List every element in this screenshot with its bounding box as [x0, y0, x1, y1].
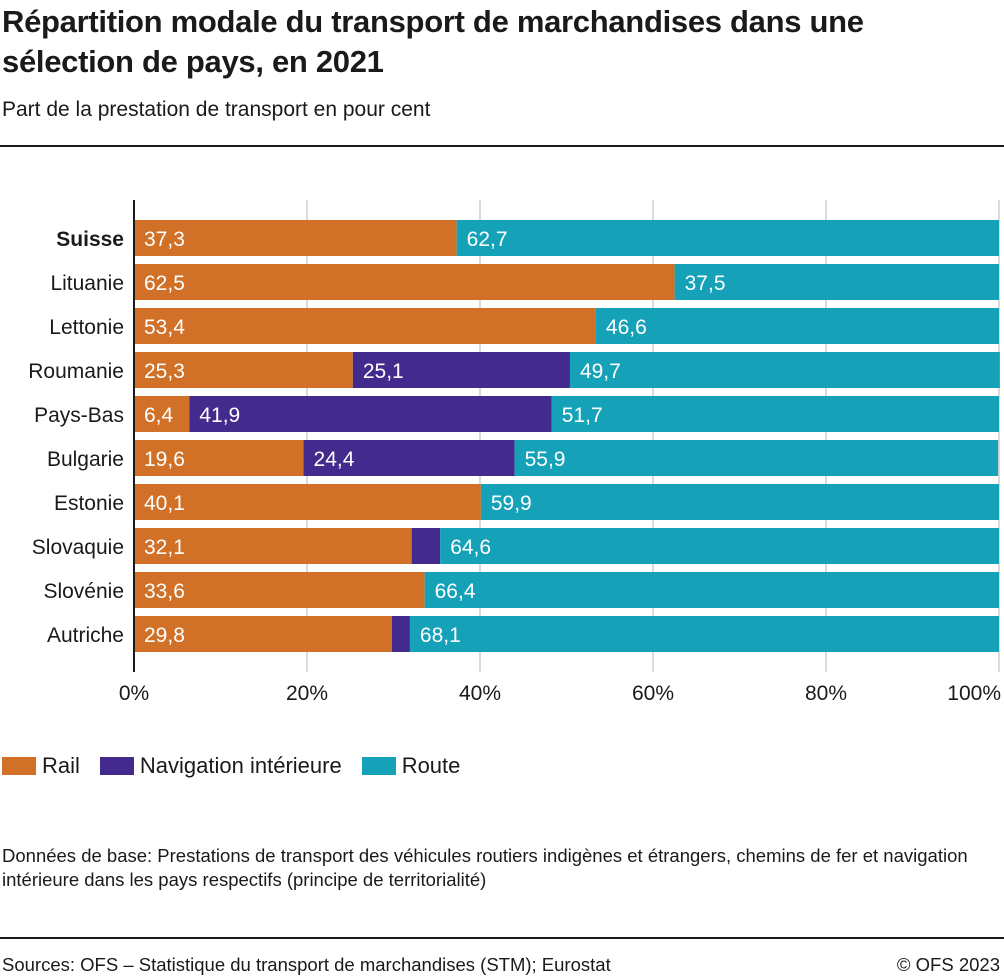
data-label: 37,5	[685, 272, 726, 295]
bottom-divider	[0, 937, 1004, 939]
category-label: Slovaquie	[32, 536, 124, 559]
data-label: 25,1	[363, 360, 404, 383]
bar-segment	[440, 528, 1000, 564]
bar-segment	[424, 572, 999, 608]
category-label: Lituanie	[50, 272, 124, 295]
bar-segment	[134, 396, 190, 432]
legend-item-rail: Rail	[2, 752, 80, 780]
x-tick-label: 60%	[632, 682, 674, 705]
bar-segment	[456, 220, 999, 256]
data-label: 37,3	[144, 228, 185, 251]
bar-segment	[134, 572, 425, 608]
data-note: Données de base: Prestations de transpor…	[2, 845, 968, 890]
category-label: Autriche	[47, 624, 124, 647]
x-tick-label: 80%	[805, 682, 847, 705]
data-label: 29,8	[144, 624, 185, 647]
data-label: 40,1	[144, 492, 185, 515]
bar-segment	[134, 220, 457, 256]
data-label: 62,7	[467, 228, 508, 251]
bar-segment	[134, 528, 412, 564]
legend-swatch-route	[361, 757, 396, 775]
bar-segment	[391, 616, 410, 652]
data-label: 49,7	[580, 360, 621, 383]
source-text: Sources: OFS – Statistique du transport …	[2, 954, 611, 975]
bar-segment	[134, 264, 675, 300]
chart-subtitle: Part de la prestation de transport en po…	[2, 98, 431, 121]
data-label: 62,5	[144, 272, 185, 295]
bar-segment	[569, 352, 1000, 388]
bar-segment	[674, 264, 999, 300]
data-label: 25,3	[144, 360, 185, 383]
category-label: Roumanie	[28, 360, 124, 383]
category-label: Slovénie	[43, 580, 124, 603]
data-label: 59,9	[491, 492, 532, 515]
bar-segment	[409, 616, 999, 652]
legend-item-navigation: Navigation intérieure	[99, 752, 342, 780]
bar-segment	[352, 352, 570, 388]
data-label: 46,6	[606, 316, 647, 339]
data-label: 24,4	[314, 448, 355, 471]
bar-segment	[134, 484, 481, 520]
top-divider	[0, 145, 1004, 147]
bar-segment	[134, 440, 304, 476]
bar-segment	[134, 616, 392, 652]
copyright-text: © OFS 2023	[896, 954, 1000, 975]
category-label: Pays-Bas	[34, 404, 124, 427]
bar-segment	[595, 308, 999, 344]
data-label: 68,1	[420, 624, 461, 647]
bar-segment	[411, 528, 441, 564]
data-label: 6,4	[144, 404, 174, 427]
bar-segment	[134, 352, 353, 388]
bar-segment	[189, 396, 552, 432]
data-label: 66,4	[435, 580, 476, 603]
legend-label-navigation: Navigation intérieure	[139, 753, 342, 778]
bar-segment	[480, 484, 999, 520]
legend-label-rail: Rail	[42, 753, 80, 778]
category-label: Suisse	[56, 228, 124, 251]
legend: Rail Navigation intérieure Route	[2, 752, 480, 780]
data-label: 33,6	[144, 580, 185, 603]
x-tick-label: 0%	[119, 682, 149, 705]
data-label: 64,6	[450, 536, 491, 559]
chart-title: Répartition modale du transport de march…	[2, 4, 864, 79]
legend-item-route: Route	[361, 752, 461, 780]
bar-segment	[551, 396, 999, 432]
x-tick-label: 100%	[947, 682, 1001, 705]
data-label: 55,9	[525, 448, 566, 471]
x-tick-label: 20%	[286, 682, 328, 705]
category-label: Lettonie	[49, 316, 124, 339]
legend-swatch-rail	[2, 757, 36, 775]
data-label: 32,1	[144, 536, 185, 559]
data-label: 41,9	[199, 404, 240, 427]
bar-segment	[303, 440, 515, 476]
legend-label-route: Route	[401, 753, 461, 778]
bar-segment	[134, 308, 596, 344]
data-label: 51,7	[562, 404, 603, 427]
legend-swatch-navigation	[99, 757, 134, 775]
data-label: 19,6	[144, 448, 185, 471]
category-label: Bulgarie	[47, 448, 124, 471]
x-tick-label: 40%	[459, 682, 501, 705]
stacked-bar-chart: 37,3 62,7 Suisse 62,5 37,5 Lituanie 53,4 46,6 Le…	[28, 200, 1001, 705]
bar-segment	[514, 440, 999, 476]
category-label: Estonie	[54, 492, 124, 515]
data-label: 53,4	[144, 316, 185, 339]
